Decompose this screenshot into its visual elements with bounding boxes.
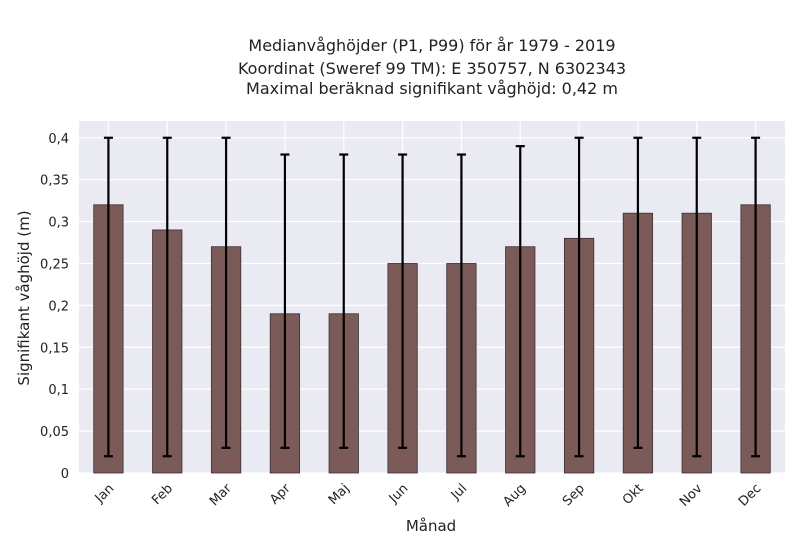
- y-tick-label: 0: [61, 467, 69, 482]
- title-line-1: Medianvåghöjder (P1, P99) för år 1979 - …: [248, 36, 615, 55]
- x-tick-label: Jul: [448, 481, 470, 503]
- error-bar-jun: [398, 153, 408, 449]
- x-tick-label: Jun: [386, 481, 412, 507]
- error-bar-mar: [221, 136, 231, 449]
- error-bar-jul: [456, 153, 466, 458]
- error-bar-okt: [633, 136, 643, 449]
- error-bars: [103, 136, 761, 458]
- y-tick-label: 0,05: [40, 425, 69, 440]
- error-bar-sep: [574, 136, 584, 458]
- y-tick-label: 0,35: [40, 174, 69, 189]
- x-axis-label: Månad: [406, 517, 456, 535]
- x-tick-label: Okt: [620, 481, 647, 508]
- x-tick-label: Nov: [677, 481, 706, 510]
- x-tick-labels: Jan Feb Mar Apr Maj Jun Jul Aug Sep Okt Nov Dec: [92, 481, 765, 510]
- x-tick-label: Maj: [326, 481, 353, 508]
- error-bar-maj: [339, 153, 349, 449]
- error-bar-aug: [515, 145, 525, 458]
- x-tick-label: Aug: [501, 481, 530, 510]
- y-tick-label: 0,15: [40, 341, 69, 356]
- y-tick-label: 0,2: [48, 299, 69, 314]
- title-line-3: Maximal beräknad signifikant våghöjd: 0,…: [246, 79, 618, 98]
- y-tick-label: 0,3: [48, 216, 69, 231]
- x-tick-label: Sep: [560, 481, 588, 509]
- title-line-2: Koordinat (Sweref 99 TM): E 350757, N 63…: [238, 59, 626, 78]
- error-bar-apr: [280, 153, 290, 449]
- y-tick-label: 0,4: [48, 132, 69, 147]
- y-axis-label: Signifikant våghöjd (m): [15, 210, 33, 385]
- x-tick-label: Feb: [149, 481, 176, 508]
- error-bar-dec: [751, 136, 761, 458]
- x-tick-label: Jan: [92, 481, 117, 506]
- error-bar-feb: [162, 136, 172, 458]
- y-tick-labels: 0 0,05 0,1 0,15 0,2 0,25 0,3 0,35 0,4: [40, 132, 69, 482]
- error-bar-nov: [692, 136, 702, 458]
- error-bar-jan: [103, 136, 113, 458]
- x-tick-label: Mar: [207, 481, 235, 509]
- y-tick-label: 0,1: [48, 383, 69, 398]
- plot-area: [79, 121, 785, 473]
- x-tick-label: Apr: [267, 481, 294, 508]
- y-tick-label: 0,25: [40, 257, 69, 272]
- chart-title: Medianvåghöjder (P1, P99) för år 1979 - …: [238, 36, 626, 98]
- x-tick-label: Dec: [736, 481, 764, 509]
